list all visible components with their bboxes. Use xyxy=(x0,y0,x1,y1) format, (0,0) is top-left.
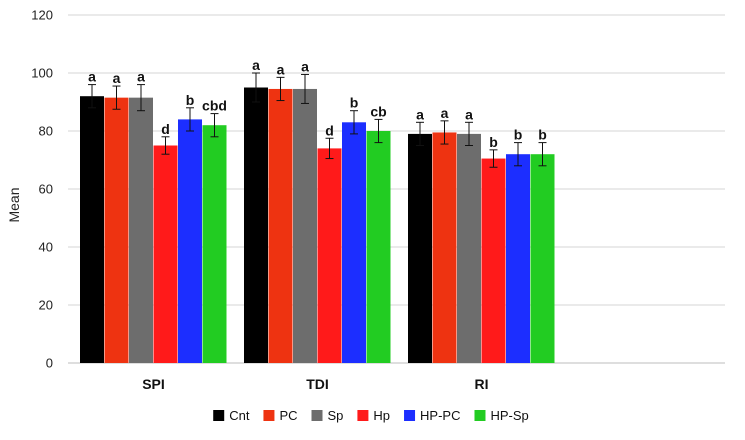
legend-item-hp: Hp xyxy=(357,408,390,423)
bars xyxy=(80,87,555,364)
bar-sp-ri xyxy=(457,133,481,363)
significance-label: cbd xyxy=(202,98,227,114)
bar-cnt-spi xyxy=(80,96,104,363)
legend-swatch xyxy=(213,410,225,421)
significance-label: a xyxy=(88,69,96,85)
legend-item-pc: PC xyxy=(263,408,298,423)
legend-swatch xyxy=(263,410,275,421)
bar-pc-spi xyxy=(104,97,129,364)
significance-label: b xyxy=(538,127,547,143)
bar-hp-pc-tdi xyxy=(342,122,366,363)
y-tick-label: 120 xyxy=(31,8,53,23)
y-tick-label: 60 xyxy=(39,182,53,197)
bar-cnt-tdi xyxy=(244,87,268,363)
significance-label: a xyxy=(301,58,309,74)
significance-label: a xyxy=(252,57,260,73)
significance-label: b xyxy=(186,92,195,108)
bar-pc-tdi xyxy=(268,88,293,363)
legend-label: Cnt xyxy=(229,408,250,423)
y-tick-label: 40 xyxy=(39,240,53,255)
legend-item-hp-sp: HP-Sp xyxy=(474,408,529,423)
legend-item-cnt: Cnt xyxy=(213,408,250,423)
legend-item-sp: Sp xyxy=(311,408,344,423)
legend-label: HP-Sp xyxy=(490,408,528,423)
x-category-label: SPI xyxy=(142,376,165,392)
y-tick-label: 20 xyxy=(39,298,53,313)
significance-label: d xyxy=(161,121,170,137)
y-tick-label: 80 xyxy=(39,124,53,139)
bar-hp-tdi xyxy=(317,148,342,363)
legend-swatch xyxy=(311,410,323,421)
bar-hp-ri xyxy=(481,158,506,363)
y-axis-ticks: 0 20 40 60 80 100 120 xyxy=(31,8,53,371)
error-bars xyxy=(88,72,547,168)
significance-label: b xyxy=(489,134,498,150)
bar-hp-pc-spi xyxy=(178,119,202,364)
bar-cnt-ri xyxy=(408,133,432,363)
bar-hp-spi xyxy=(153,145,178,363)
bar-hp-sp-spi xyxy=(202,125,227,363)
y-axis-title: Mean xyxy=(6,187,22,222)
legend-item-hp-pc: HP-PC xyxy=(404,408,460,423)
significance-label: d xyxy=(325,122,334,138)
legend-label: Hp xyxy=(373,408,390,423)
bar-hp-pc-ri xyxy=(506,154,530,363)
significance-label: cb xyxy=(370,103,386,119)
significance-label: a xyxy=(113,70,121,86)
significance-label: a xyxy=(137,69,145,85)
legend-label: PC xyxy=(279,408,297,423)
y-tick-label: 100 xyxy=(31,66,53,81)
x-axis-categories: SPI TDI RI xyxy=(142,376,488,392)
bar-sp-tdi xyxy=(293,88,317,363)
significance-label: a xyxy=(465,106,473,122)
significance-label: a xyxy=(416,106,424,122)
significance-label: a xyxy=(277,61,285,77)
x-category-label: TDI xyxy=(306,376,329,392)
significance-label: b xyxy=(514,127,523,143)
significance-label: a xyxy=(441,105,449,121)
y-tick-label: 0 xyxy=(46,356,53,371)
bar-hp-sp-tdi xyxy=(366,131,391,363)
legend-label: HP-PC xyxy=(420,408,460,423)
legend-swatch xyxy=(474,410,486,421)
legend: Cnt PC Sp Hp HP-PC HP-Sp xyxy=(213,408,529,423)
bar-hp-sp-ri xyxy=(530,154,555,363)
legend-label: Sp xyxy=(328,408,344,423)
legend-swatch xyxy=(404,410,416,421)
significance-label: b xyxy=(350,95,359,111)
legend-swatch xyxy=(357,410,369,421)
bar-pc-ri xyxy=(432,132,457,363)
bar-sp-spi xyxy=(129,97,153,364)
x-category-label: RI xyxy=(475,376,489,392)
